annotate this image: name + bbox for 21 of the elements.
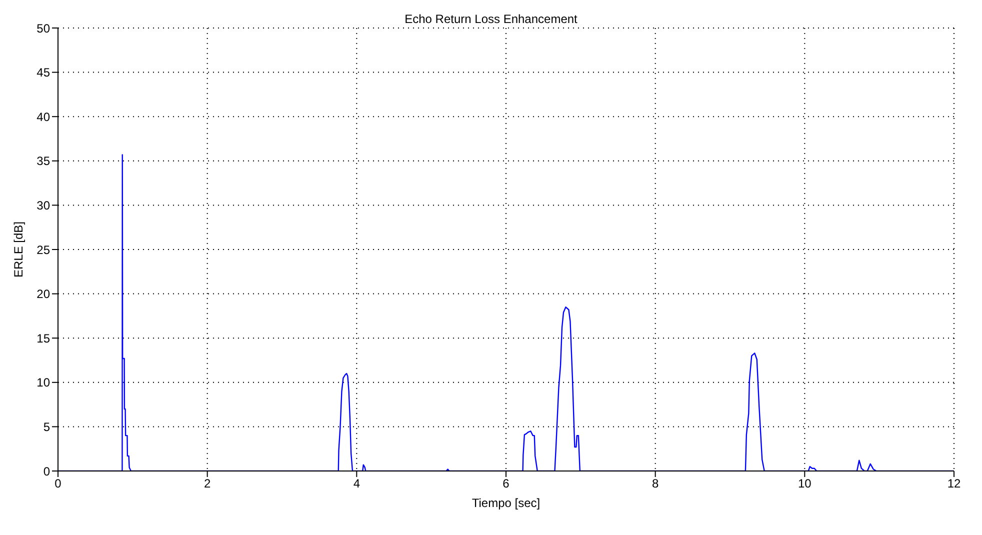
y-tick-label: 15 bbox=[36, 331, 50, 346]
x-tick-label: 8 bbox=[652, 476, 659, 491]
y-tick-label: 45 bbox=[36, 66, 50, 80]
y-tick-label: 30 bbox=[36, 198, 50, 212]
y-tick-label: 35 bbox=[36, 154, 50, 168]
y-tick-label: 0 bbox=[43, 464, 50, 478]
x-tick-label: 2 bbox=[204, 476, 211, 491]
y-axis-title: ERLE [dB] bbox=[11, 221, 26, 278]
x-axis-title: Tiempo [sec] bbox=[472, 496, 540, 510]
y-tick-label: 50 bbox=[36, 21, 50, 36]
y-tick-label: 25 bbox=[36, 242, 50, 257]
x-tick-label: 12 bbox=[947, 476, 961, 491]
y-tick-label: 40 bbox=[36, 110, 50, 124]
y-tick-label: 20 bbox=[36, 287, 50, 302]
y-tick-label: 10 bbox=[36, 376, 50, 390]
x-tick-label: 4 bbox=[353, 476, 360, 491]
x-tick-label: 0 bbox=[54, 476, 62, 491]
y-tick-label: 5 bbox=[43, 420, 50, 434]
chart-title: Echo Return Loss Enhancement bbox=[404, 12, 578, 26]
x-tick-label: 6 bbox=[502, 476, 510, 491]
x-tick-label: 10 bbox=[798, 476, 812, 491]
